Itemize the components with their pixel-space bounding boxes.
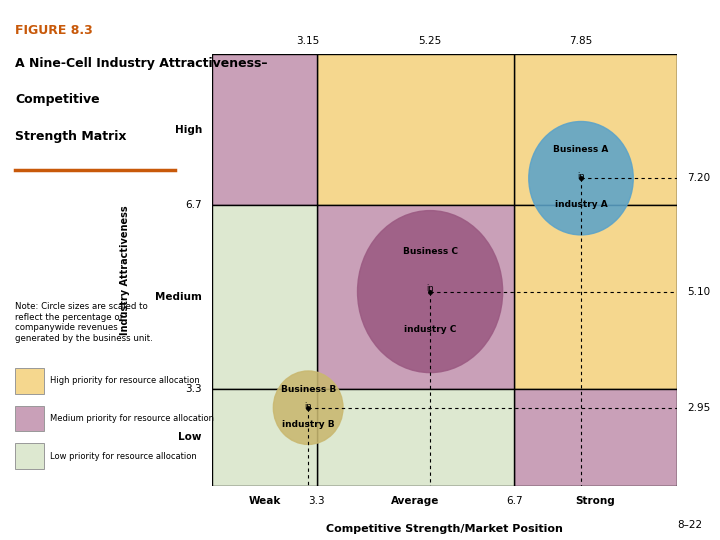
Text: Weak: Weak [248, 496, 281, 506]
Ellipse shape [274, 371, 343, 444]
Bar [212, 205, 317, 389]
Text: industry C: industry C [404, 325, 456, 334]
Text: FIGURE 8.3: FIGURE 8.3 [15, 24, 93, 37]
Text: 5.10: 5.10 [688, 287, 711, 296]
Bar [212, 389, 317, 486]
Text: 6.7: 6.7 [506, 496, 523, 506]
Text: industry B: industry B [282, 420, 335, 429]
Text: 3.3: 3.3 [309, 496, 325, 506]
Text: Strength Matrix: Strength Matrix [15, 130, 127, 143]
Text: Low: Low [179, 433, 202, 442]
Text: 7.20: 7.20 [688, 173, 711, 183]
Text: in: in [426, 285, 434, 293]
Bar [15, 368, 44, 394]
Bar [317, 389, 514, 486]
Text: 3.15: 3.15 [297, 36, 320, 46]
Text: 5.25: 5.25 [418, 36, 441, 46]
Text: industry A: industry A [554, 200, 608, 209]
Text: 8–22: 8–22 [677, 520, 702, 530]
Text: A Nine-Cell Industry Attractiveness–: A Nine-Cell Industry Attractiveness– [15, 57, 268, 70]
Text: 3.3: 3.3 [185, 384, 202, 394]
Bar [212, 54, 317, 205]
Ellipse shape [528, 122, 634, 235]
Text: Medium: Medium [155, 292, 202, 302]
Text: in: in [577, 172, 585, 181]
Text: Note: Circle sizes are scaled to
reflect the percentage of
companywide revenues
: Note: Circle sizes are scaled to reflect… [15, 302, 153, 342]
Text: Competitive Strength/Market Position: Competitive Strength/Market Position [326, 524, 563, 534]
Text: Medium priority for resource allocation: Medium priority for resource allocation [50, 414, 215, 423]
Text: High: High [175, 125, 202, 134]
Bar [15, 406, 44, 431]
Text: in: in [305, 402, 312, 411]
Text: Low priority for resource allocation: Low priority for resource allocation [50, 452, 197, 461]
Bar [317, 205, 514, 389]
Bar [514, 54, 677, 205]
Text: Business A: Business A [554, 145, 608, 154]
Ellipse shape [358, 211, 503, 373]
Text: Business B: Business B [281, 385, 336, 394]
Bar [514, 389, 677, 486]
Text: Strong: Strong [576, 496, 616, 506]
Text: Industry Attractiveness: Industry Attractiveness [120, 205, 130, 335]
Bar [15, 443, 44, 469]
Bar [317, 54, 514, 205]
Text: High priority for resource allocation: High priority for resource allocation [50, 376, 200, 385]
Text: Average: Average [392, 496, 440, 506]
Text: 2.95: 2.95 [688, 403, 711, 413]
Text: 6.7: 6.7 [185, 200, 202, 210]
Text: 7.85: 7.85 [570, 36, 593, 46]
Text: Business C: Business C [402, 247, 458, 255]
Bar [514, 205, 677, 389]
Text: Competitive: Competitive [15, 93, 100, 106]
